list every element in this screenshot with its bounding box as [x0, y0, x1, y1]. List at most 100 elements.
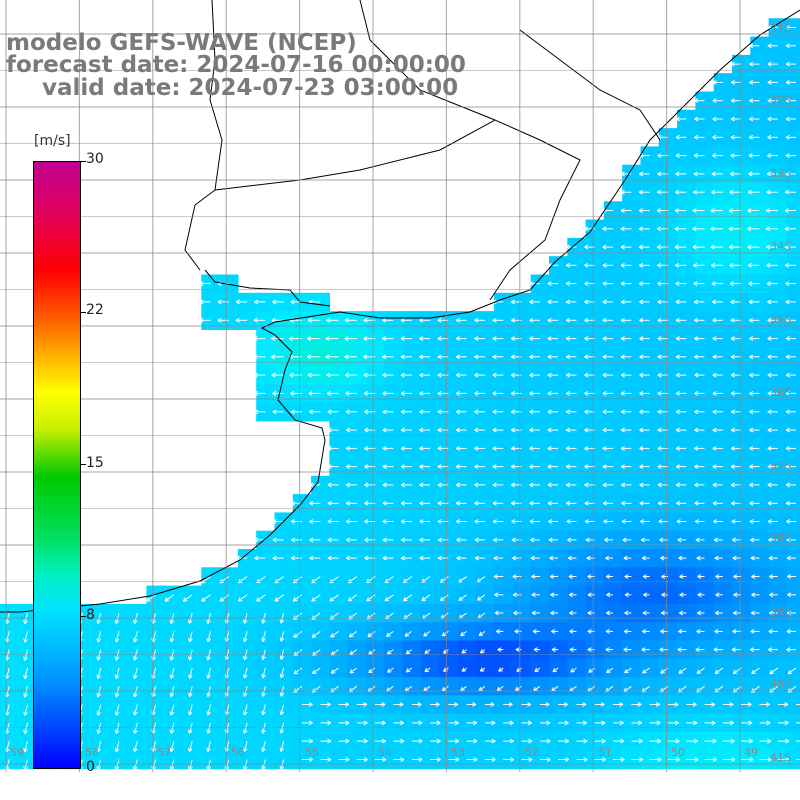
wind-arrow — [639, 391, 650, 396]
wind-cell — [658, 549, 678, 568]
lon-label: 55 — [305, 746, 319, 759]
wind-arrow — [694, 409, 705, 415]
wind-cell — [201, 567, 221, 587]
wind-arrow — [474, 409, 485, 415]
wind-arrow — [712, 482, 723, 488]
wind-cell — [402, 512, 422, 532]
wind-arrow — [256, 576, 266, 584]
wind-cell — [768, 420, 788, 440]
wind-arrow — [356, 720, 368, 726]
wind-cell — [567, 475, 587, 495]
wind-arrow — [455, 336, 467, 341]
wind-cell — [585, 420, 605, 440]
wind-cell — [420, 512, 440, 532]
wind-arrow — [320, 738, 332, 744]
wind-arrow — [642, 574, 650, 579]
wind-arrow — [329, 594, 339, 602]
wind-arrow — [679, 592, 687, 598]
wind-arrow — [576, 738, 588, 744]
wind-cell — [713, 256, 733, 276]
wind-cell — [658, 677, 678, 696]
wind-cell — [512, 494, 532, 513]
wind-arrow — [327, 519, 339, 524]
wind-arrow — [785, 372, 796, 378]
wind-arrow — [558, 702, 568, 707]
wind-arrow — [729, 189, 742, 195]
wind-arrow — [747, 262, 760, 268]
wind-cell — [603, 622, 623, 642]
colorbar-tick-mark — [80, 464, 86, 465]
wind-arrow — [461, 667, 467, 672]
wind-arrow — [424, 667, 431, 673]
wind-arrow — [694, 98, 705, 104]
wind-arrow — [620, 281, 632, 287]
wind-cell — [347, 677, 367, 696]
wind-cell — [750, 36, 770, 56]
wind-cell — [292, 347, 312, 367]
wind-arrow — [530, 537, 540, 543]
wind-cell — [347, 311, 367, 330]
wind-cell — [274, 567, 294, 587]
wind-arrow — [639, 427, 650, 433]
wind-arrow — [290, 555, 302, 561]
wind-arrow — [712, 317, 723, 323]
wind-cell — [201, 585, 221, 605]
wind-arrow — [623, 647, 632, 653]
wind-cell — [603, 512, 623, 532]
wind-cell — [311, 567, 330, 587]
lat-label: 37S — [770, 459, 791, 472]
wind-arrow — [206, 740, 211, 753]
wind-arrow — [261, 631, 266, 642]
wind-arrow — [114, 722, 120, 734]
lon-label: 56 — [231, 746, 245, 759]
wind-cell — [311, 347, 330, 367]
wind-arrow — [309, 482, 321, 488]
wind-arrow — [347, 594, 358, 602]
wind-cell — [768, 183, 788, 202]
wind-cell — [585, 366, 605, 385]
wind-arrow — [759, 720, 771, 726]
wind-cell — [439, 347, 459, 367]
wind-cell — [640, 622, 660, 642]
wind-cell — [402, 549, 422, 568]
wind-cell — [732, 164, 751, 184]
wind-cell — [549, 494, 568, 513]
wind-cell — [494, 329, 513, 349]
wind-cell — [530, 347, 550, 367]
wind-cell — [402, 567, 422, 587]
wind-cell — [603, 677, 623, 696]
wind-arrow — [796, 704, 800, 705]
wind-cell — [402, 494, 422, 513]
wind-cell — [549, 402, 568, 422]
wind-arrow — [308, 391, 321, 396]
wind-arrow — [169, 631, 175, 643]
wind-cell — [567, 585, 587, 605]
wind-arrow — [474, 500, 485, 506]
wind-cell — [512, 475, 532, 495]
wind-cell — [311, 677, 330, 696]
wind-cell — [384, 366, 404, 385]
wind-cell — [567, 622, 587, 642]
wind-arrow — [494, 610, 504, 616]
wind-cell — [713, 73, 733, 93]
wind-cell — [768, 658, 788, 678]
wind-cell — [732, 73, 751, 93]
wind-cell — [475, 402, 495, 422]
wind-cell — [640, 677, 660, 696]
wind-arrow — [382, 391, 394, 396]
wind-cell — [713, 402, 733, 422]
wind-arrow — [784, 226, 796, 232]
wind-cell — [768, 18, 788, 38]
wind-arrow — [613, 702, 624, 707]
wind-cell — [256, 384, 276, 404]
wind-arrow — [749, 372, 760, 378]
wind-arrow — [565, 372, 577, 378]
wind-cell — [512, 439, 532, 459]
wind-arrow — [375, 738, 387, 744]
wind-cell — [494, 512, 513, 532]
wind-cell — [567, 274, 587, 294]
wind-arrow — [439, 594, 449, 601]
wind-cell — [420, 329, 440, 349]
wind-cell — [549, 585, 568, 605]
